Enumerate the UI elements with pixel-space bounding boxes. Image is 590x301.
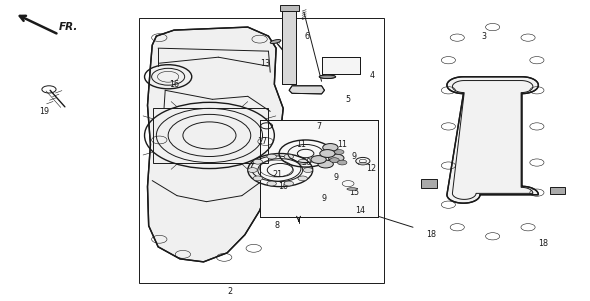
Text: 21: 21 xyxy=(272,170,283,179)
Circle shape xyxy=(329,154,344,162)
Ellipse shape xyxy=(347,188,358,191)
Circle shape xyxy=(253,176,263,181)
Text: 9: 9 xyxy=(334,173,339,182)
Bar xyxy=(139,18,384,283)
Bar xyxy=(282,9,296,84)
Circle shape xyxy=(311,156,326,163)
Text: 5: 5 xyxy=(346,95,350,104)
Text: 20: 20 xyxy=(301,158,312,167)
Bar xyxy=(322,57,360,74)
Polygon shape xyxy=(148,27,283,262)
Bar xyxy=(260,120,378,217)
Bar xyxy=(260,120,378,217)
Bar xyxy=(282,9,296,84)
Text: 18: 18 xyxy=(538,239,548,248)
Circle shape xyxy=(267,181,276,186)
Bar xyxy=(421,179,437,188)
Circle shape xyxy=(335,150,344,154)
Text: 3: 3 xyxy=(481,32,486,41)
Circle shape xyxy=(318,160,333,168)
Circle shape xyxy=(284,181,294,186)
Text: 11: 11 xyxy=(337,140,347,149)
Polygon shape xyxy=(447,77,538,203)
Ellipse shape xyxy=(319,75,336,79)
Text: 15: 15 xyxy=(349,188,359,197)
Text: 2: 2 xyxy=(228,287,232,296)
Bar xyxy=(322,57,360,74)
Bar xyxy=(280,5,299,11)
Circle shape xyxy=(298,159,307,164)
Text: 18: 18 xyxy=(426,230,435,239)
Circle shape xyxy=(330,158,339,163)
Text: 13: 13 xyxy=(261,59,270,68)
Text: 4: 4 xyxy=(369,71,374,80)
Text: 8: 8 xyxy=(275,221,280,230)
Text: 14: 14 xyxy=(355,206,365,215)
Bar xyxy=(550,187,565,194)
Text: 10: 10 xyxy=(278,182,288,191)
Circle shape xyxy=(320,150,335,157)
Bar xyxy=(153,108,268,163)
Ellipse shape xyxy=(270,39,281,44)
Circle shape xyxy=(298,176,307,181)
Circle shape xyxy=(337,160,347,165)
Circle shape xyxy=(267,154,276,159)
Circle shape xyxy=(323,144,338,151)
Polygon shape xyxy=(289,86,325,94)
Ellipse shape xyxy=(358,163,368,165)
Text: 6: 6 xyxy=(304,32,309,41)
Text: 9: 9 xyxy=(322,194,327,203)
Text: 17: 17 xyxy=(257,137,268,146)
Text: 9: 9 xyxy=(352,152,356,161)
Text: 19: 19 xyxy=(39,107,50,116)
Circle shape xyxy=(253,159,263,164)
Text: 7: 7 xyxy=(316,122,321,131)
Text: 12: 12 xyxy=(366,164,377,173)
Circle shape xyxy=(303,168,313,172)
Text: 16: 16 xyxy=(169,80,179,89)
Circle shape xyxy=(248,168,257,172)
Text: 11: 11 xyxy=(296,140,306,149)
Circle shape xyxy=(284,154,294,159)
Text: FR.: FR. xyxy=(59,22,78,32)
